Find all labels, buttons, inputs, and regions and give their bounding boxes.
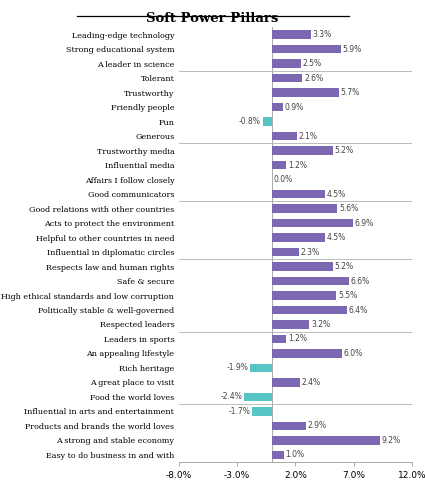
Text: 2.4%: 2.4% [302,378,321,387]
Bar [272,451,284,459]
Text: 1.2%: 1.2% [288,161,307,169]
Bar [263,117,272,126]
Text: 4.5%: 4.5% [326,189,346,198]
Text: 2.6%: 2.6% [304,74,323,83]
Text: 1.0%: 1.0% [286,450,305,459]
Bar [272,190,325,198]
Text: -2.4%: -2.4% [220,393,242,402]
Bar [272,436,380,445]
Text: -1.7%: -1.7% [229,407,250,416]
Bar [272,334,286,343]
Text: 5.7%: 5.7% [340,88,360,97]
Bar [272,262,333,271]
Text: 6.6%: 6.6% [351,276,370,285]
Bar [272,103,283,111]
Bar [272,45,341,53]
Text: 3.3%: 3.3% [312,30,332,39]
Bar [272,306,347,315]
Text: 6.9%: 6.9% [354,219,374,228]
Text: 2.9%: 2.9% [308,421,327,430]
Text: 5.2%: 5.2% [334,262,354,271]
Bar [272,277,349,285]
Bar [272,320,309,329]
Bar [272,248,299,256]
Text: 5.2%: 5.2% [334,146,354,155]
Bar [272,219,353,228]
Text: 1.2%: 1.2% [288,334,307,343]
Bar [272,378,300,387]
Bar [272,88,339,97]
Bar [272,132,297,140]
Text: 6.0%: 6.0% [344,349,363,358]
Bar [272,30,311,39]
Bar [250,364,272,372]
Bar [272,421,306,430]
Bar [272,146,333,155]
Text: 2.3%: 2.3% [300,248,320,256]
Text: 5.5%: 5.5% [338,291,357,300]
Bar [272,349,342,358]
Bar [272,204,337,213]
Text: -1.9%: -1.9% [226,363,248,372]
Bar [252,407,272,416]
Text: 5.6%: 5.6% [339,204,358,213]
Text: 4.5%: 4.5% [326,233,346,242]
Text: 3.2%: 3.2% [311,320,330,329]
Text: 0.9%: 0.9% [284,102,303,111]
Text: 5.9%: 5.9% [343,45,362,54]
Text: 9.2%: 9.2% [381,436,400,445]
Text: -0.8%: -0.8% [239,117,261,126]
Bar [272,59,301,68]
Text: 2.5%: 2.5% [303,59,322,68]
Text: 6.4%: 6.4% [348,306,368,315]
Bar [244,393,272,402]
Text: 0.0%: 0.0% [274,175,293,184]
Text: 2.1%: 2.1% [298,132,317,141]
Text: Soft Power Pillars: Soft Power Pillars [146,12,279,25]
Bar [272,161,286,169]
Bar [272,74,302,83]
Bar [272,291,336,300]
Bar [272,233,325,242]
